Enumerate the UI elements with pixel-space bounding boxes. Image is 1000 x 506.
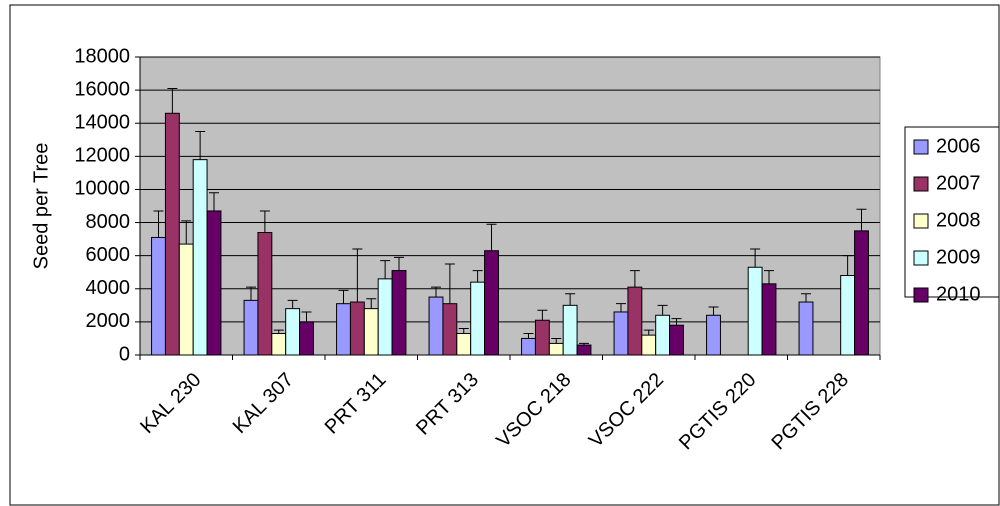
error-bar (431, 286, 441, 298)
bar (840, 275, 856, 356)
bar (271, 332, 287, 356)
bar (151, 236, 166, 356)
error-bar (579, 342, 589, 346)
bar (285, 308, 301, 356)
legend-label: 2006 (936, 135, 981, 157)
y-tick-label: 8000 (86, 211, 131, 233)
error-bar (301, 311, 312, 322)
bar (521, 337, 536, 356)
bar (299, 321, 314, 356)
bar (613, 311, 629, 356)
error-bar (801, 293, 811, 303)
error-bar (287, 299, 298, 309)
bar (534, 319, 550, 356)
bar (442, 303, 458, 356)
bar (336, 303, 351, 356)
bar (641, 334, 657, 356)
error-bar (750, 248, 761, 268)
bar (164, 112, 180, 356)
error-bar (366, 298, 377, 309)
y-tick-label: 6000 (86, 244, 131, 266)
legend-swatch (913, 250, 929, 266)
bar (747, 266, 763, 356)
error-bar (486, 223, 497, 251)
bar (178, 243, 194, 356)
error-bar (657, 304, 668, 316)
error-bar (565, 293, 576, 306)
bar (562, 304, 578, 356)
error-bar (629, 270, 640, 288)
bar (470, 281, 486, 356)
bar (363, 308, 379, 356)
error-bar (394, 256, 404, 271)
legend-swatch (913, 139, 929, 155)
error-bar (856, 208, 867, 231)
y-tick-label: 14000 (74, 112, 130, 134)
error-bar (764, 270, 774, 284)
legend-swatch (913, 213, 929, 229)
error-bar (153, 210, 164, 238)
bar (192, 159, 208, 356)
y-tick-label: 18000 (74, 45, 130, 67)
bar (669, 324, 684, 356)
bar (377, 278, 393, 356)
bar (854, 230, 869, 356)
error-bar (209, 192, 219, 211)
y-tick-label: 12000 (74, 145, 130, 167)
error-bar (259, 210, 270, 233)
error-bar (246, 286, 256, 301)
error-bar (708, 306, 719, 316)
bar (548, 342, 564, 356)
bar (655, 314, 671, 356)
error-bar (643, 329, 654, 336)
bar (243, 299, 259, 356)
bar (428, 296, 444, 356)
bar (349, 301, 365, 356)
legend-label: 2008 (936, 209, 981, 231)
error-bar (616, 303, 626, 312)
y-tick-label: 0 (119, 343, 130, 365)
error-bar (472, 270, 483, 283)
legend-label: 2007 (936, 172, 981, 194)
bar (257, 231, 273, 356)
legend-swatch (913, 287, 929, 303)
legend-swatch (913, 176, 929, 192)
legend-label: 2010 (936, 283, 981, 305)
error-bar (380, 260, 391, 279)
error-bar (671, 318, 682, 326)
error-bar (338, 289, 349, 304)
error-bar (523, 332, 534, 339)
error-bar (352, 248, 363, 303)
error-bar (551, 337, 562, 344)
y-tick-label: 16000 (74, 78, 130, 100)
error-bar (181, 220, 192, 245)
bar (798, 301, 814, 356)
error-bar (273, 329, 284, 334)
error-bar (537, 309, 548, 321)
legend-label: 2009 (936, 246, 981, 268)
y-axis-label: Seed per Tree (30, 143, 52, 270)
y-tick-label: 10000 (74, 178, 130, 200)
bar (576, 344, 592, 356)
error-bar (167, 87, 178, 114)
bar (206, 210, 222, 356)
bar (761, 283, 777, 356)
error-bar (458, 328, 469, 334)
y-tick-label: 2000 (86, 310, 131, 332)
bar (456, 332, 472, 356)
error-bar (842, 255, 853, 276)
error-bar (195, 131, 206, 160)
bar (706, 314, 721, 356)
bar (391, 270, 407, 356)
bar (627, 286, 643, 356)
y-tick-label: 4000 (86, 277, 131, 299)
bar (484, 250, 499, 356)
error-bar (444, 263, 455, 304)
legend-box (904, 126, 1000, 298)
